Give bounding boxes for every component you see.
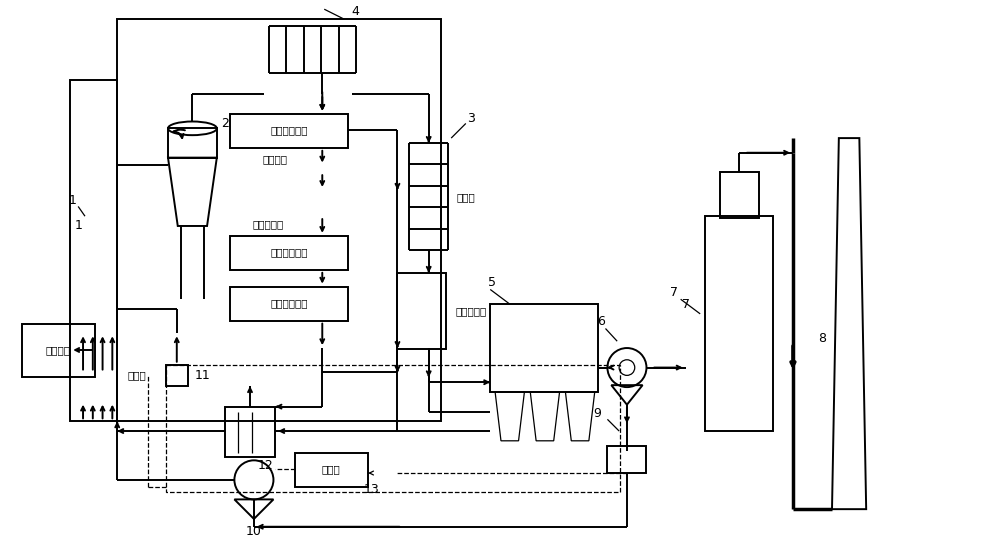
- Bar: [720, 172, 759, 218]
- Bar: [230, 114, 348, 148]
- Bar: [607, 446, 646, 473]
- Bar: [490, 304, 598, 392]
- Text: 4: 4: [352, 5, 359, 18]
- Text: 控制器: 控制器: [322, 464, 340, 474]
- Text: 1: 1: [74, 219, 82, 233]
- Bar: [70, 79, 117, 421]
- Text: 冷凝系统: 冷凝系统: [45, 345, 70, 355]
- Text: 8: 8: [818, 332, 826, 345]
- Text: 5: 5: [488, 276, 496, 289]
- Text: 去再热器: 去再热器: [263, 154, 288, 165]
- Text: 从再热器来: 从再热器来: [253, 219, 284, 229]
- Bar: [225, 407, 275, 457]
- Text: 3: 3: [467, 112, 475, 125]
- Bar: [117, 19, 441, 421]
- Text: 1: 1: [68, 194, 76, 207]
- Bar: [22, 323, 95, 377]
- Text: 汽轮机低压缸: 汽轮机低压缸: [270, 298, 308, 308]
- Text: 13: 13: [363, 483, 379, 496]
- Text: 2: 2: [221, 117, 229, 130]
- Bar: [166, 364, 620, 491]
- Text: 汽轮机高压缸: 汽轮机高压缸: [270, 125, 308, 136]
- Bar: [166, 364, 188, 386]
- Bar: [397, 273, 446, 349]
- Text: 汽轮机中压缸: 汽轮机中压缸: [270, 247, 308, 258]
- Bar: [230, 236, 348, 270]
- Text: 11: 11: [194, 369, 210, 382]
- Text: 7: 7: [682, 298, 690, 310]
- Text: 7: 7: [670, 286, 678, 299]
- Bar: [230, 287, 348, 321]
- Text: 10: 10: [246, 525, 262, 538]
- Text: 空气预热器: 空气预热器: [455, 306, 486, 316]
- Bar: [705, 216, 773, 431]
- Text: 省煤器: 省煤器: [456, 192, 475, 201]
- Text: 6: 6: [597, 315, 605, 328]
- Text: 一次风: 一次风: [127, 370, 146, 380]
- Text: 12: 12: [258, 458, 274, 472]
- Text: 9: 9: [594, 407, 602, 420]
- Bar: [295, 453, 368, 487]
- Bar: [168, 129, 217, 158]
